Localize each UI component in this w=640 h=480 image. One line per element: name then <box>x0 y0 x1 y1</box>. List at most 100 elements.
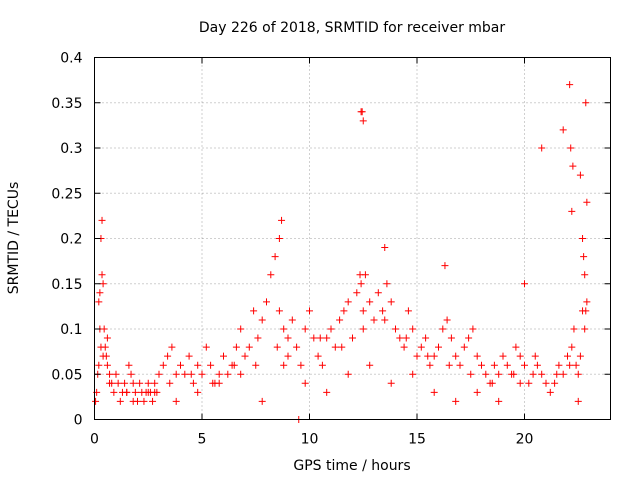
data-point <box>564 352 571 360</box>
data-point <box>189 379 197 387</box>
data-point <box>95 361 103 369</box>
y-tick-label: 0.2 <box>60 232 82 248</box>
data-point <box>359 307 367 315</box>
data-point <box>581 271 589 279</box>
data-point <box>194 361 202 369</box>
data-point <box>327 325 335 333</box>
data-point <box>123 388 131 396</box>
data-point <box>97 343 105 351</box>
data-point <box>106 379 114 387</box>
data-point <box>409 370 417 378</box>
data-point <box>275 235 283 242</box>
data-point <box>473 352 481 360</box>
data-point <box>280 325 288 333</box>
data-point <box>402 334 410 342</box>
data-point <box>567 144 575 152</box>
data-point <box>271 253 279 261</box>
data-point <box>344 370 352 378</box>
data-point <box>310 334 318 342</box>
data-point <box>546 388 554 396</box>
y-tick-label: 0.25 <box>51 186 82 202</box>
x-tick-label: 20 <box>516 432 534 448</box>
data-point <box>306 307 313 315</box>
data-point <box>338 343 346 351</box>
data-point <box>396 334 404 342</box>
data-point <box>98 216 106 224</box>
data-point <box>439 325 447 333</box>
data-point <box>490 361 498 369</box>
data-point <box>110 388 118 396</box>
data-point <box>370 316 378 324</box>
data-point <box>531 352 539 360</box>
data-point <box>460 343 468 351</box>
data-point <box>166 379 174 387</box>
data-point <box>422 334 430 342</box>
y-tick-labels: 0 0.05 0.1 0.15 0.2 0.25 0.3 0.35 0.4 <box>51 51 82 429</box>
data-point <box>574 370 582 378</box>
data-point <box>95 298 103 306</box>
x-tick-label: 15 <box>408 432 426 448</box>
data-point <box>114 379 122 387</box>
data-point <box>568 207 576 215</box>
data-point <box>297 361 305 369</box>
data-point <box>417 343 425 351</box>
data-point <box>314 352 322 360</box>
data-point <box>392 325 399 333</box>
data-point <box>151 388 159 396</box>
data-point <box>215 379 223 387</box>
axis-ticks <box>94 57 611 420</box>
data-point <box>159 361 167 369</box>
data-point <box>106 370 114 378</box>
data-point <box>151 379 159 387</box>
data-point <box>387 379 395 387</box>
data-point <box>465 334 473 342</box>
data-point <box>103 361 111 369</box>
data-point <box>510 370 518 378</box>
data-point <box>230 361 238 369</box>
data-point <box>103 334 111 342</box>
data-point <box>495 370 503 378</box>
data-point <box>499 352 507 360</box>
data-point <box>250 307 258 315</box>
data-point <box>447 334 455 342</box>
data-point <box>202 343 210 351</box>
data-point <box>263 298 270 306</box>
data-point <box>209 379 217 387</box>
data-point <box>525 379 533 387</box>
data-point <box>293 343 301 351</box>
data-point <box>566 361 574 369</box>
data-point <box>144 388 152 396</box>
data-point <box>273 343 281 351</box>
data-point <box>583 298 591 306</box>
data-point <box>323 334 331 342</box>
data-point <box>237 325 245 333</box>
data-point <box>409 325 417 333</box>
data-point <box>301 325 309 333</box>
data-point <box>358 108 366 116</box>
data-point <box>566 81 574 89</box>
data-point <box>121 379 129 387</box>
data-point <box>553 370 561 378</box>
data-point <box>237 370 245 378</box>
data-point <box>288 316 296 324</box>
data-point <box>574 397 582 405</box>
data-point <box>400 343 408 351</box>
data-point <box>424 352 432 360</box>
data-point <box>366 298 374 306</box>
data-point <box>155 370 163 378</box>
data-point <box>579 235 587 242</box>
data-point <box>383 280 391 288</box>
data-point <box>323 388 331 396</box>
data-point <box>187 370 195 378</box>
data-point <box>340 307 348 315</box>
data-point <box>435 343 442 351</box>
data-point <box>569 162 577 170</box>
data-point <box>359 325 367 333</box>
data-point <box>224 370 232 378</box>
data-point <box>478 361 485 369</box>
data-point <box>430 352 438 360</box>
x-tick-label: 5 <box>198 432 207 448</box>
plot-frame <box>94 57 611 420</box>
data-point <box>381 244 389 252</box>
